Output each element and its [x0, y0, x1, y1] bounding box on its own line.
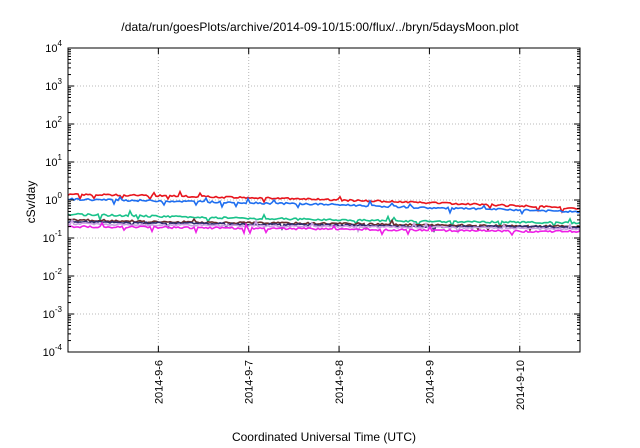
y-tick-label: 10-1 — [43, 229, 63, 245]
series-line-6 — [67, 218, 581, 234]
y-tick-label: 10-2 — [43, 267, 63, 283]
series-line-7 — [67, 221, 581, 237]
series-line-2 — [68, 195, 581, 216]
x-axis-label: Coordinated Universal Time (UTC) — [231, 430, 417, 444]
y-tick-label: 102 — [45, 115, 62, 131]
x-tick-label: 2014-9-6 — [153, 360, 165, 404]
x-tick-label: 2014-9-10 — [515, 360, 527, 410]
y-tick-label: 100 — [45, 191, 62, 207]
x-tick-label: 2014-9-8 — [334, 360, 346, 404]
plot-frame — [67, 47, 581, 353]
x-tick-label: 2014-9-9 — [424, 360, 436, 404]
y-tick-label: 103 — [45, 77, 62, 93]
y-tick-label: 101 — [45, 153, 62, 169]
y-tick-label: 10-4 — [43, 343, 63, 359]
series-line-1 — [67, 189, 581, 214]
x-tick-label: 2014-9-7 — [244, 360, 256, 404]
chart-title: /data/run/goesPlots/archive/2014-09-10/1… — [121, 20, 519, 34]
series-line-3 — [67, 208, 581, 229]
y-tick-label: 10-3 — [43, 305, 63, 321]
y-tick-label: 104 — [45, 39, 62, 55]
series-lines — [67, 189, 581, 237]
